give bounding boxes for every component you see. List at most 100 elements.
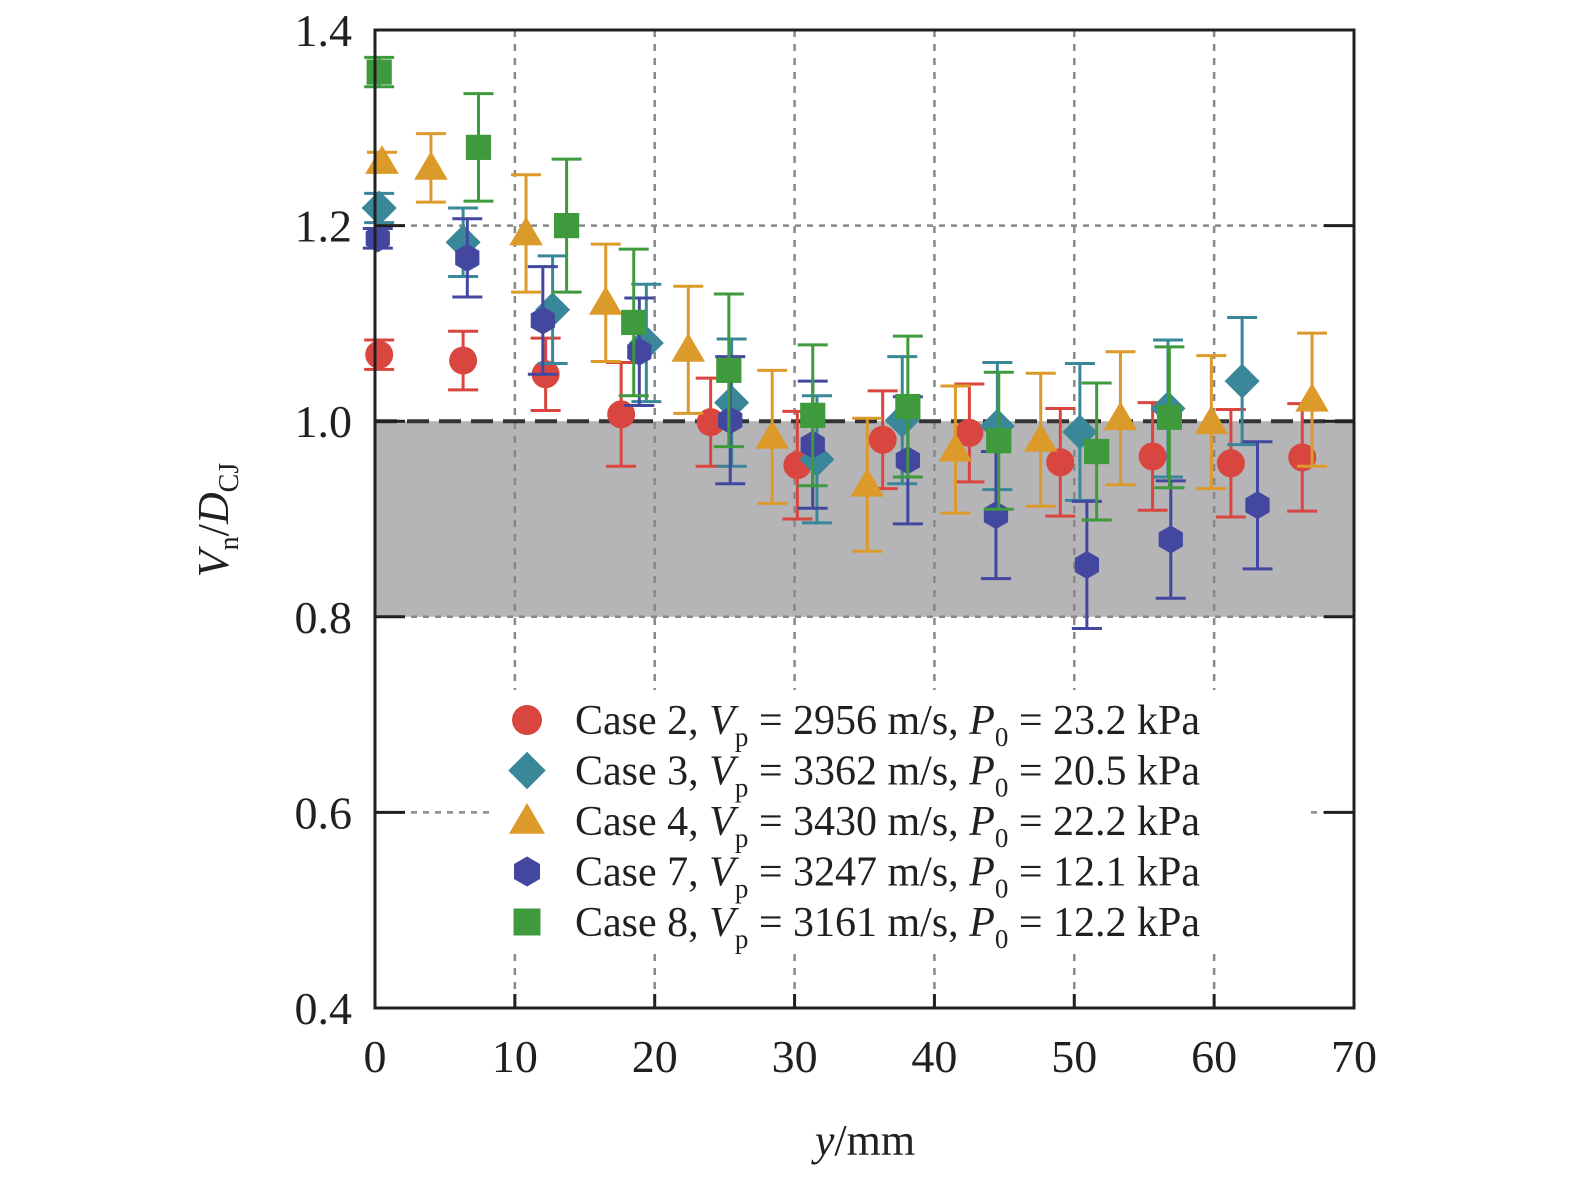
data-point: [1046, 448, 1075, 477]
data-point: [1074, 550, 1099, 579]
data-point: [986, 428, 1012, 454]
x-tick-label: 50: [1051, 1031, 1097, 1082]
data-point: [588, 286, 623, 315]
legend-label-part: Case 4,: [575, 799, 709, 845]
data-point: [365, 340, 394, 369]
data-point: [1288, 443, 1317, 472]
legend-label-part: P: [968, 799, 995, 845]
data-point: [366, 59, 392, 85]
data-point: [696, 408, 725, 437]
legend-marker: [512, 705, 542, 735]
legend-label-part: p: [735, 773, 749, 803]
x-tick-label: 70: [1331, 1031, 1377, 1082]
legend-label-part: V: [709, 900, 739, 946]
data-point: [465, 134, 492, 160]
data-point: [955, 418, 984, 447]
legend-label-part: = 12.2 kPa: [1008, 900, 1200, 946]
data-point: [530, 306, 555, 335]
legend-label-part: = 22.2 kPa: [1008, 799, 1200, 845]
data-point: [449, 346, 478, 375]
legend-background: [490, 690, 1310, 950]
legend-label-part: = 3161 m/s,: [748, 900, 969, 946]
legend-label: Case 2, Vp = 2956 m/s, P0 = 23.2 kPa: [575, 698, 1200, 752]
series-case-4: [365, 132, 1329, 553]
legend-label-part: Case 2,: [575, 698, 709, 744]
data-point: [1216, 449, 1245, 478]
data-point: [1138, 442, 1167, 471]
legend-label: Case 8, Vp = 3161 m/s, P0 = 12.2 kPa: [575, 900, 1200, 954]
legend-label-part: Case 7,: [575, 850, 709, 896]
data-point: [455, 243, 480, 272]
legend-label-part: Case 3,: [575, 749, 709, 795]
legend-label-part: V: [709, 749, 739, 795]
data-point: [868, 425, 897, 454]
legend-label-part: p: [735, 924, 749, 954]
data-point: [1158, 525, 1183, 554]
data-point: [361, 190, 397, 226]
legend-marker: [508, 751, 546, 790]
legend-label-part: = 3362 m/s,: [748, 749, 969, 795]
x-axis-label: y/mm: [811, 1116, 915, 1165]
x-tick-label: 10: [492, 1031, 538, 1082]
legend-marker: [513, 908, 541, 936]
legend-marker: [509, 803, 545, 834]
axes-layer: 0 10 20 30 40 50 60 70 0.4 0.6 0.8 1.0 1.2 1.4: [295, 5, 1378, 1082]
data-point: [554, 213, 580, 239]
legend-label-part: P: [968, 698, 995, 744]
legend: Case 2, Vp = 2956 m/s, P0 = 23.2 kPaCase…: [490, 690, 1310, 954]
legend-label-part: P: [968, 749, 995, 795]
legend-label-part: = 20.5 kPa: [1008, 749, 1200, 795]
shaded-band: [375, 421, 1354, 617]
data-point: [445, 224, 481, 260]
data-point: [1194, 405, 1229, 435]
data-point: [1245, 491, 1270, 520]
data-point: [621, 309, 647, 336]
y-tick-label: 0.6: [295, 787, 353, 838]
x-tick-label: 0: [364, 1031, 387, 1082]
data-point: [365, 224, 390, 253]
legend-marker: [514, 856, 540, 887]
y-tick-label: 1.0: [295, 396, 353, 447]
plot-frame: [373, 28, 1356, 1010]
legend-label-part: = 2956 m/s,: [748, 698, 969, 744]
data-point: [607, 400, 636, 429]
data-point: [755, 420, 789, 449]
data-point: [938, 432, 973, 462]
series-case-8: [364, 55, 1185, 522]
legend-label: Case 4, Vp = 3430 m/s, P0 = 22.2 kPa: [575, 799, 1200, 853]
legend-label-part: 0: [995, 924, 1009, 954]
legend-label-part: = 23.2 kPa: [1008, 698, 1200, 744]
legend-label-part: V: [709, 850, 739, 896]
legend-label-part: P: [968, 850, 995, 896]
x-tick-label: 60: [1191, 1031, 1237, 1082]
legend-label: Case 3, Vp = 3362 m/s, P0 = 20.5 kPa: [575, 749, 1200, 803]
legend-label: Case 7, Vp = 3247 m/s, P0 = 12.1 kPa: [575, 850, 1200, 904]
legend-label-part: = 12.1 kPa: [1008, 850, 1200, 896]
data-point: [895, 393, 921, 420]
data-point: [1023, 422, 1058, 452]
data-point: [1084, 438, 1110, 465]
legend-label-part: P: [968, 900, 995, 946]
y-tick-label: 1.4: [295, 5, 353, 56]
data-point: [671, 333, 706, 362]
legend-label-part: 0: [995, 823, 1009, 853]
data-layer: [361, 55, 1329, 631]
y-tick-label: 0.4: [295, 983, 353, 1034]
legend-label-part: V: [709, 698, 739, 744]
data-point: [365, 145, 399, 174]
legend-label-part: p: [735, 823, 749, 853]
x-tick-label: 30: [772, 1031, 818, 1082]
x-tick-label: 40: [911, 1031, 957, 1082]
data-point: [509, 216, 543, 246]
legend-label-part: = 3430 m/s,: [748, 799, 969, 845]
y-tick-label: 0.8: [295, 592, 353, 643]
data-point: [800, 402, 826, 428]
legend-label-part: 0: [995, 773, 1009, 803]
legend-label-part: p: [735, 874, 749, 904]
legend-label-part: 0: [995, 722, 1009, 752]
legend-label-part: = 3247 m/s,: [748, 850, 969, 896]
legend-label-part: V: [709, 799, 739, 845]
data-point: [1295, 382, 1329, 412]
y-axis-label: Vn/DCJ: [189, 463, 245, 578]
